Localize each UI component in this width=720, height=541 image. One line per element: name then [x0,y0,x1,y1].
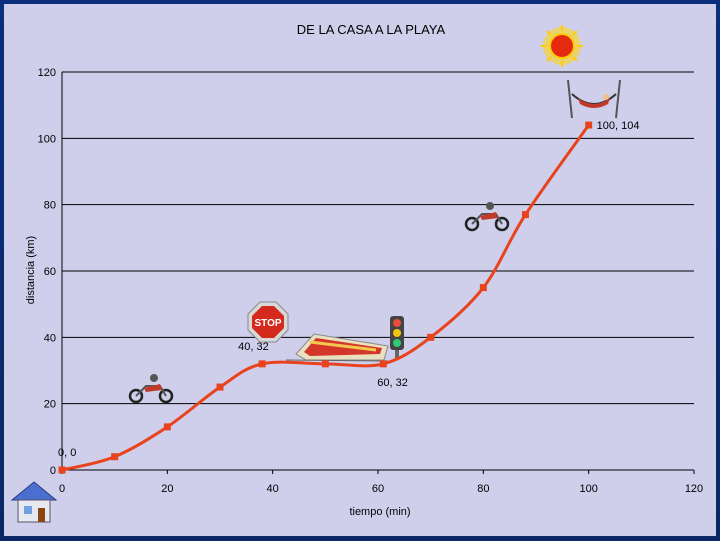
hammock-icon [567,79,621,119]
grid-lines [62,71,694,405]
y-tick-label: 60 [44,266,56,278]
x-tick-label: 120 [685,483,703,495]
series-line [61,124,590,472]
data-label: 40, 32 [238,341,269,353]
data-point [163,423,171,431]
data-point [585,121,593,129]
motorcycle-icon [464,202,510,232]
x-tick-label: 0 [59,483,65,495]
data-point [111,453,119,461]
y-tick-label: 20 [44,399,56,411]
data-label: 60, 32 [377,377,408,389]
data-point [379,360,387,368]
data-labels: 0, 0 40, 32 60, 32 100, 104 [58,120,639,459]
y-tick-labels: 0 20 40 60 80 100 120 [38,67,56,477]
y-tick-label: 120 [38,67,56,79]
data-points [58,121,593,474]
data-point [321,360,329,368]
house-icon [10,481,58,523]
x-axis-label: tiempo (min) [349,506,410,518]
data-point [479,284,487,292]
svg-text:STOP: STOP [254,318,281,329]
data-label: 0, 0 [58,447,76,459]
y-axis-label: distancia (km) [25,236,37,304]
y-tick-label: 80 [44,200,56,212]
train-icon [285,333,389,362]
chart-canvas: DE LA CASA A LA PLAYA 0 20 40 60 80 100 120 0 2… [10,22,703,523]
x-tick-label: 40 [267,483,279,495]
x-tick-label: 100 [579,483,597,495]
data-point [216,383,224,391]
stop-sign-icon: STOP [247,301,289,343]
data-point [427,333,435,341]
data-point [58,466,66,474]
x-tick-labels: 0 20 40 60 80 100 120 [59,483,703,495]
chart-panel: DE LA CASA A LA PLAYA 0 20 40 60 80 100 120 0 2… [4,4,716,536]
motorcycle-icon [128,374,174,404]
chart-title: DE LA CASA A LA PLAYA [297,22,446,37]
x-tick-label: 60 [372,483,384,495]
y-tick-label: 0 [50,465,56,477]
x-tick-label: 80 [477,483,489,495]
x-tick-label: 20 [161,483,173,495]
sun-icon [541,25,583,67]
data-point [258,360,266,368]
y-tick-label: 100 [38,133,56,145]
axes [61,72,695,474]
y-tick-label: 40 [44,332,56,344]
data-label: 100, 104 [597,120,640,132]
data-point [521,211,529,219]
traffic-light-icon [390,316,404,358]
